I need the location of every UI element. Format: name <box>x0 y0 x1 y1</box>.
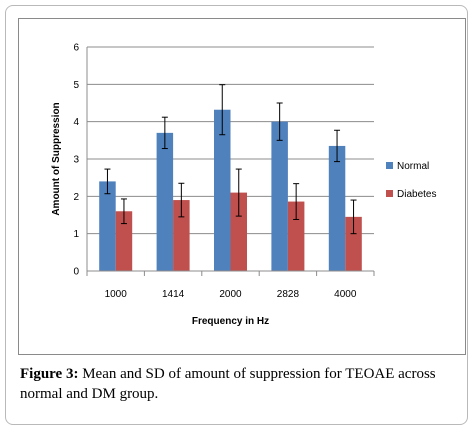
x-axis-title: Frequency in Hz <box>192 316 269 327</box>
legend: Normal Diabetes <box>386 161 436 200</box>
axes <box>86 47 375 276</box>
bar-normal-2000 <box>214 109 231 271</box>
legend-swatch-diabetes <box>386 190 393 197</box>
y-tick-label: 1 <box>73 229 79 240</box>
y-tick-label: 5 <box>73 80 79 91</box>
x-tick-label: 4000 <box>334 289 357 300</box>
bar-normal-4000 <box>328 145 346 271</box>
legend-label-diabetes: Diabetes <box>397 189 436 200</box>
x-tick-label: 2000 <box>219 289 242 300</box>
bar-normal-1414 <box>156 132 174 271</box>
x-tick-label: 2828 <box>277 289 300 300</box>
legend-swatch-normal <box>386 162 393 169</box>
bar-diabetes-1414 <box>173 200 190 271</box>
y-tick-label: 3 <box>73 155 79 166</box>
bar-normal-2828 <box>271 121 288 272</box>
tick-labels: 0 1 2 3 4 5 6 1000 1414 2000 2828 4000 <box>73 43 356 301</box>
bars <box>99 109 362 272</box>
error-bars <box>104 84 357 235</box>
legend-label-normal: Normal <box>397 161 429 172</box>
bar-diabetes-4000 <box>345 216 362 271</box>
bar-diabetes-2000 <box>230 192 247 271</box>
caption-label: Figure 3: <box>20 366 79 382</box>
bar-diabetes-2828 <box>287 201 305 271</box>
y-tick-label: 2 <box>73 192 79 203</box>
y-tick-label: 4 <box>73 117 79 128</box>
bar-normal-1000 <box>99 181 116 271</box>
caption-text: Mean and SD of amount of suppression for… <box>20 366 436 402</box>
figure-frame: 0 1 2 3 4 5 6 1000 1414 2000 2828 4000 Frequency in… <box>5 5 468 425</box>
bar-diabetes-1000 <box>115 211 133 271</box>
bar-chart: 0 1 2 3 4 5 6 1000 1414 2000 2828 4000 Frequency in… <box>51 43 436 328</box>
chart-area: 0 1 2 3 4 5 6 1000 1414 2000 2828 4000 Frequency in… <box>18 18 466 355</box>
figure-caption: Figure 3: Mean and SD of amount of suppr… <box>20 364 465 404</box>
x-tick-label: 1000 <box>105 289 128 300</box>
x-tick-label: 1414 <box>162 289 185 300</box>
y-tick-label: 6 <box>73 43 79 54</box>
y-axis-title: Amount of Suppression <box>51 102 62 215</box>
y-tick-label: 0 <box>73 267 79 278</box>
